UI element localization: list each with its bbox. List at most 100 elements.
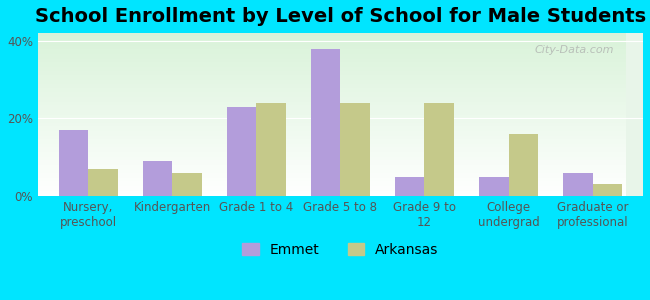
Bar [38, 56, 626, 58]
Bar [38, 188, 626, 190]
Bar [38, 95, 626, 97]
Bar [38, 62, 626, 64]
Bar [38, 119, 626, 121]
Bar [38, 157, 626, 159]
Bar [38, 80, 626, 82]
Bar [38, 51, 626, 52]
Bar [38, 167, 626, 168]
Bar [38, 178, 626, 180]
Bar [38, 50, 626, 51]
Bar [88, 169, 118, 196]
Bar [38, 194, 626, 196]
Bar [38, 69, 626, 70]
Bar [38, 106, 626, 108]
Bar [38, 124, 626, 126]
Bar [38, 40, 626, 41]
Bar [38, 183, 626, 184]
Bar [143, 161, 172, 196]
Bar [38, 88, 626, 90]
Bar [38, 77, 626, 79]
Bar [38, 175, 626, 176]
Bar [38, 35, 626, 36]
Bar [563, 173, 593, 196]
Bar [38, 160, 626, 162]
Bar [38, 110, 626, 111]
Bar [38, 103, 626, 105]
Bar [38, 70, 626, 72]
Text: City-Data.com: City-Data.com [534, 45, 614, 55]
Bar [38, 128, 626, 129]
Legend: Emmet, Arkansas: Emmet, Arkansas [237, 237, 444, 262]
Bar [38, 74, 626, 75]
Bar [58, 130, 88, 196]
Bar [38, 118, 626, 119]
Bar [38, 82, 626, 84]
Bar [38, 85, 626, 87]
Bar [38, 164, 626, 165]
Bar [38, 123, 626, 124]
Bar [593, 184, 622, 196]
Bar [38, 126, 626, 128]
Bar [38, 115, 626, 116]
Bar [38, 67, 626, 69]
Bar [38, 36, 626, 38]
Bar [38, 134, 626, 136]
Bar [38, 159, 626, 160]
Bar [38, 146, 626, 147]
Bar [38, 182, 626, 183]
Bar [38, 100, 626, 101]
Bar [38, 97, 626, 98]
Bar [38, 184, 626, 186]
Bar [341, 103, 370, 196]
Bar [508, 134, 538, 196]
Bar [38, 116, 626, 118]
Bar [38, 108, 626, 110]
Bar [38, 170, 626, 172]
Bar [38, 66, 626, 67]
Bar [38, 147, 626, 149]
Bar [38, 113, 626, 115]
Bar [38, 155, 626, 157]
Bar [38, 84, 626, 85]
Bar [38, 186, 626, 188]
Bar [38, 139, 626, 141]
Bar [38, 136, 626, 137]
Bar [38, 129, 626, 131]
Bar [38, 165, 626, 167]
Bar [38, 173, 626, 175]
Bar [38, 38, 626, 40]
Bar [424, 103, 454, 196]
Bar [38, 105, 626, 106]
Bar [38, 61, 626, 62]
Bar [38, 150, 626, 152]
Bar [38, 137, 626, 139]
Bar [227, 107, 256, 196]
Bar [38, 92, 626, 93]
Bar [38, 58, 626, 59]
Bar [38, 41, 626, 43]
Bar [38, 75, 626, 77]
Bar [38, 90, 626, 92]
Bar [38, 149, 626, 150]
Bar [311, 49, 341, 196]
Bar [38, 46, 626, 48]
Bar [38, 64, 626, 66]
Bar [38, 141, 626, 142]
Bar [479, 177, 508, 196]
Bar [38, 131, 626, 133]
Bar [38, 87, 626, 88]
Bar [38, 59, 626, 61]
Bar [38, 172, 626, 173]
Bar [38, 176, 626, 178]
Bar [38, 54, 626, 56]
Bar [395, 177, 424, 196]
Bar [38, 98, 626, 100]
Bar [38, 33, 626, 35]
Bar [38, 152, 626, 154]
Bar [38, 79, 626, 80]
Bar [38, 43, 626, 44]
Bar [38, 133, 626, 134]
Bar [38, 72, 626, 74]
Bar [38, 144, 626, 146]
Bar [256, 103, 286, 196]
